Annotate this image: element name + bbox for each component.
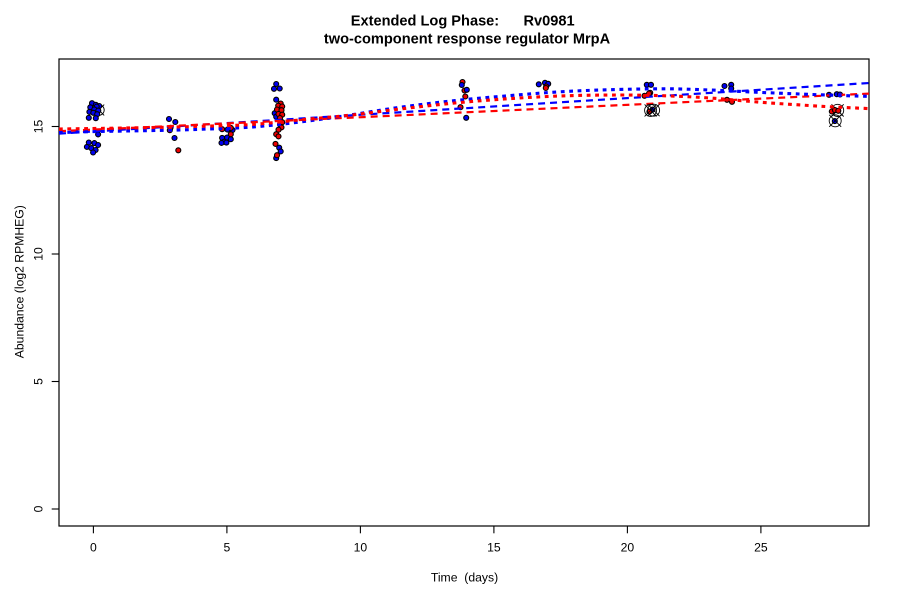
svg-text:10: 10 xyxy=(31,247,45,261)
svg-text:Time (days): Time (days) xyxy=(431,570,498,584)
svg-text:15: 15 xyxy=(31,120,45,134)
svg-text:0: 0 xyxy=(31,505,45,512)
svg-text:10: 10 xyxy=(354,541,368,555)
svg-text:Extended Log Phase: Rv098: Extended Log Phase: Rv0981 xyxy=(351,13,575,29)
svg-text:5: 5 xyxy=(31,378,45,385)
svg-text:two-component response regulat: two-component response regulator MrpA xyxy=(324,31,611,47)
svg-text:20: 20 xyxy=(621,541,635,555)
svg-text:25: 25 xyxy=(754,541,768,555)
svg-text:0: 0 xyxy=(90,541,97,555)
svg-text:Abundance (log2 RPMHEG): Abundance (log2 RPMHEG) xyxy=(13,205,27,358)
svg-text:5: 5 xyxy=(224,541,231,555)
svg-text:15: 15 xyxy=(487,541,501,555)
